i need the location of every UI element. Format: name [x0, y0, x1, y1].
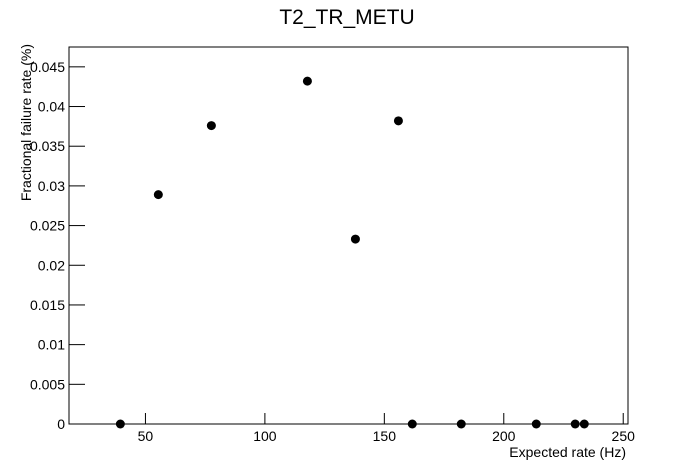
data-point [407, 419, 417, 429]
plot-frame [68, 46, 629, 425]
x-tick-label: 50 [138, 428, 154, 444]
y-tick-label: 0.01 [38, 337, 65, 353]
data-point [302, 76, 312, 86]
x-tick-label: 100 [253, 428, 277, 444]
x-tick-label: 250 [612, 428, 636, 444]
x-axis-label: Expected rate (Hz) [509, 444, 626, 460]
y-tick-label: 0.005 [30, 376, 65, 392]
x-tick-label: 200 [492, 428, 516, 444]
chart-title: T2_TR_METU [279, 6, 414, 29]
y-tick-label: 0.04 [38, 99, 65, 115]
y-tick-label: 0.035 [30, 138, 65, 154]
x-tick-label: 150 [373, 428, 397, 444]
y-tick-label: 0.025 [30, 218, 65, 234]
data-point [531, 419, 541, 429]
y-tick-label: 0.03 [38, 178, 65, 194]
data-point [115, 419, 125, 429]
data-point [393, 116, 403, 126]
y-axis-label: Fractional failure rate (%) [18, 44, 34, 201]
y-tick-label: 0 [57, 416, 65, 432]
y-tick-label: 0.045 [30, 59, 65, 75]
data-point [153, 190, 163, 200]
data-point [456, 419, 466, 429]
y-tick-label: 0.02 [38, 257, 65, 273]
data-point [206, 121, 216, 131]
data-point [350, 234, 360, 244]
data-point [570, 419, 580, 429]
y-tick-label: 0.015 [30, 297, 65, 313]
data-point [579, 419, 589, 429]
